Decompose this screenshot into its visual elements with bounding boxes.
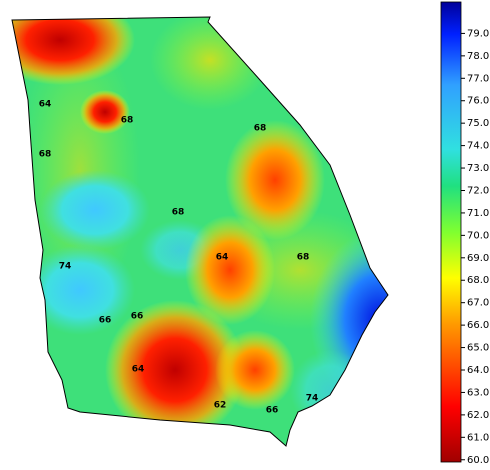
- colorbar-tick-label: 69.0: [467, 253, 489, 264]
- contour-label: 68: [254, 124, 267, 134]
- colorbar-tick-label: 61.0: [467, 432, 489, 443]
- colorbar-ticks: 60.0 61.0 62.0 63.0 64.0 65.0 66.0 67.0 68.0 69.0…: [461, 28, 489, 466]
- contour-label: 68: [297, 253, 310, 263]
- heatmap: [12, 17, 388, 446]
- contour-label: 68: [121, 116, 134, 126]
- contour-labels: 64 68 68 68 68 74 64 68 66 66 64 62 66 74: [39, 100, 319, 416]
- colorbar-tick-label: 65.0: [467, 343, 489, 354]
- colorbar-tick-label: 62.0: [467, 410, 489, 421]
- colorbar-tick-label: 71.0: [467, 208, 489, 219]
- colorbar-tick-label: 77.0: [467, 73, 489, 84]
- contour-label: 62: [214, 401, 227, 411]
- colorbar-tick-label: 63.0: [467, 387, 489, 398]
- contour-label: 74: [306, 394, 319, 404]
- colorbar-tick-label: 60.0: [467, 455, 489, 466]
- contour-label: 64: [132, 365, 145, 375]
- colorbar-tick-label: 67.0: [467, 298, 489, 309]
- colorbar-tick-label: 73.0: [467, 163, 489, 174]
- contour-label: 66: [131, 312, 144, 322]
- colorbar-tick-label: 75.0: [467, 118, 489, 129]
- colorbar-tick-label: 72.0: [467, 185, 489, 196]
- colorbar-tick-label: 74.0: [467, 141, 489, 152]
- colorbar-tick-label: 79.0: [467, 28, 489, 39]
- contour-label: 74: [59, 262, 72, 272]
- contour-label: 68: [172, 208, 185, 218]
- colorbar: [440, 1, 462, 463]
- colorbar-tick-label: 68.0: [467, 275, 489, 286]
- contour-label: 66: [99, 316, 112, 326]
- contour-label: 66: [266, 406, 279, 416]
- colorbar-tick-label: 78.0: [467, 51, 489, 62]
- state-outline: [11, 16, 389, 447]
- colorbar-tick-label: 64.0: [467, 365, 489, 376]
- colorbar-tick-label: 76.0: [467, 96, 489, 107]
- contour-label: 68: [39, 150, 52, 160]
- colorbar-tick-label: 66.0: [467, 320, 489, 331]
- contour-label: 64: [216, 253, 229, 263]
- colorbar-tick-label: 70.0: [467, 230, 489, 241]
- contour-label: 64: [39, 100, 52, 110]
